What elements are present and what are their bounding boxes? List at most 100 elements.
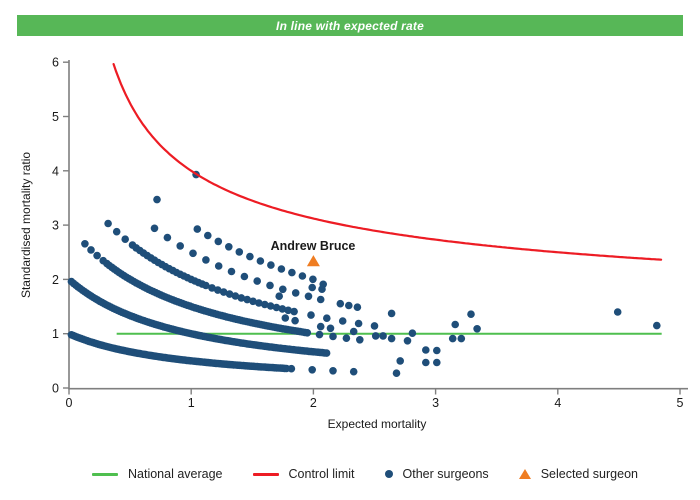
surgeon-point	[290, 307, 298, 316]
surgeon-point	[307, 311, 315, 319]
surgeon-point	[246, 252, 254, 261]
surgeon-point	[121, 235, 129, 243]
surgeon-point	[214, 286, 222, 294]
surgeon-point	[457, 334, 466, 343]
surgeon-point	[275, 292, 284, 301]
surgeon-point	[322, 349, 331, 357]
surgeon-point	[214, 237, 223, 246]
surgeon-point	[315, 330, 324, 339]
other-surgeons-dot-icon	[384, 470, 393, 478]
surgeon-point	[261, 300, 269, 309]
surgeon-point	[309, 275, 317, 284]
surgeon-point	[345, 301, 353, 310]
surgeon-point	[153, 195, 161, 204]
surgeon-point	[356, 336, 364, 344]
surgeon-point	[473, 325, 481, 333]
surgeon-point	[288, 268, 296, 277]
surgeon-point	[202, 256, 210, 264]
surgeon-point	[202, 281, 210, 290]
surgeon-point	[272, 303, 281, 312]
surgeon-point	[227, 267, 236, 276]
surgeon-point	[467, 310, 475, 319]
surgeon-point	[371, 332, 380, 340]
surgeon-point	[267, 261, 275, 269]
surgeon-point	[256, 257, 265, 265]
surgeon-point	[354, 319, 363, 328]
surgeon-point	[240, 272, 249, 281]
surgeon-point	[291, 316, 299, 325]
legend-label: National average	[128, 467, 223, 481]
surgeon-point	[249, 297, 257, 306]
x-tick-label: 1	[188, 396, 195, 410]
x-tick-label: 3	[432, 396, 439, 410]
surgeon-point	[319, 280, 328, 289]
surgeon-point	[329, 332, 337, 341]
surgeon-point	[189, 249, 197, 258]
surgeon-point	[219, 288, 228, 296]
surgeon-point	[326, 324, 335, 333]
surgeon-point	[379, 332, 387, 340]
legend-item-selected-surgeon: Selected surgeon	[518, 467, 638, 481]
surgeon-point	[204, 231, 212, 240]
surgeon-point	[225, 243, 233, 251]
surgeon-point	[408, 329, 417, 338]
legend-label: Other surgeons	[402, 467, 489, 481]
surgeon-point	[422, 346, 430, 354]
surgeon-point	[284, 306, 293, 315]
surgeon-point	[422, 358, 430, 367]
y-tick-label: 0	[52, 382, 59, 396]
legend-label: Control limit	[288, 467, 355, 481]
surgeon-point	[231, 292, 240, 300]
surgeon-point	[304, 292, 313, 301]
surgeon-point	[87, 246, 95, 254]
y-axis-title: Standardised mortality ratio	[19, 152, 33, 298]
surgeon-point	[93, 251, 101, 260]
surgeon-point	[387, 334, 396, 343]
surgeon-point	[392, 369, 401, 378]
surgeon-point	[396, 357, 405, 365]
surgeon-point	[298, 272, 307, 280]
y-tick-label: 3	[52, 219, 59, 233]
surgeon-point	[308, 283, 317, 292]
surgeon-point	[237, 294, 246, 302]
surgeon-point	[291, 289, 300, 297]
surgeon-point	[329, 367, 337, 375]
surgeon-point	[323, 314, 331, 323]
surgeon-point	[316, 322, 325, 331]
national-average-line-icon	[92, 472, 118, 476]
legend-item-control-limit: Control limit	[252, 467, 355, 481]
legend-item-other-surgeons: Other surgeons	[384, 467, 489, 481]
surgeon-point	[150, 224, 159, 233]
surgeon-point	[433, 358, 441, 367]
surgeon-point	[163, 233, 172, 242]
surgeon-point	[338, 317, 347, 325]
x-tick-label: 2	[310, 396, 317, 410]
y-tick-label: 1	[52, 327, 59, 341]
surgeon-point	[278, 305, 287, 313]
surgeon-point	[353, 303, 362, 312]
surgeon-point	[387, 309, 396, 318]
surgeon-point	[104, 219, 112, 228]
surgeon-point	[448, 334, 457, 343]
surgeon-point	[308, 366, 317, 374]
surgeon-point	[266, 302, 275, 310]
surgeon-point	[279, 285, 287, 294]
x-tick-label: 5	[677, 396, 684, 410]
surgeon-point	[653, 321, 661, 330]
control-limit-line-icon	[252, 472, 279, 476]
selected-surgeon-label: Andrew Bruce	[271, 239, 356, 253]
surgeon-point	[281, 314, 290, 322]
surgeon-point	[277, 265, 286, 273]
surgeon-point	[253, 277, 261, 285]
surgeon-point	[342, 334, 351, 343]
surgeon-point	[225, 290, 234, 298]
surgeon-point	[349, 367, 358, 376]
chart-legend: National average Control limit Other sur…	[30, 463, 700, 485]
y-tick-label: 5	[52, 110, 59, 124]
control-limit-curve	[112, 62, 663, 261]
y-tick-label: 6	[52, 56, 59, 70]
surgeon-point	[287, 364, 296, 373]
surgeon-point	[214, 262, 223, 270]
selected-surgeon-triangle-icon	[518, 469, 531, 479]
